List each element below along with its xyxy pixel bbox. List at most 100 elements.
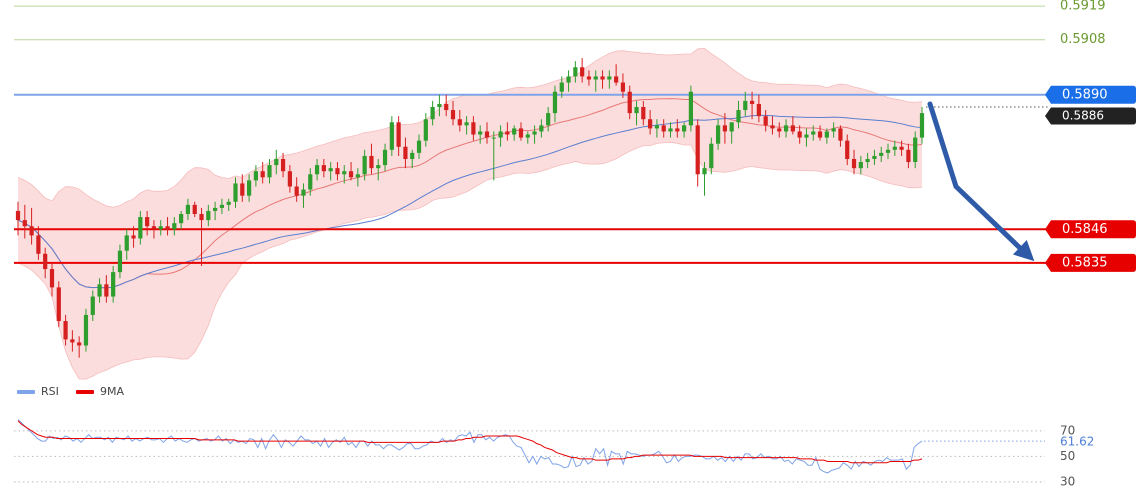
candle-body-8 xyxy=(70,339,75,343)
candle-body-69 xyxy=(484,131,490,138)
candle-body-43 xyxy=(308,174,313,190)
candle-body-87 xyxy=(607,76,612,80)
candle-body-88 xyxy=(614,76,619,83)
candle-body-100 xyxy=(695,125,700,175)
level-tag-resistance-shape xyxy=(1045,85,1136,104)
candle-body-102 xyxy=(709,143,714,169)
candle-body-71 xyxy=(498,131,503,138)
candle-body-126 xyxy=(872,155,877,159)
candle-body-125 xyxy=(865,158,870,163)
rsi-legend: RSI 9MA xyxy=(17,385,124,398)
current-price-tag-shape xyxy=(1045,107,1136,125)
candle-body-4 xyxy=(43,253,48,270)
candle-body-99 xyxy=(688,91,694,126)
candle-body-41 xyxy=(294,186,299,196)
candle-body-114 xyxy=(790,125,795,132)
candle-body-117 xyxy=(811,131,816,135)
candle-body-80 xyxy=(559,82,564,92)
candle-body-105 xyxy=(729,122,734,132)
level-tag-support-1-text: 0.5846 xyxy=(1062,222,1108,237)
candle-body-70 xyxy=(491,137,496,139)
candle-body-34 xyxy=(246,180,252,196)
candle-body-62 xyxy=(437,103,442,108)
candle-body-66 xyxy=(464,122,469,126)
forecast-arrow-line xyxy=(927,101,1025,253)
candle-body-26 xyxy=(192,204,197,215)
candle-body-57 xyxy=(403,146,408,159)
candle-body-32 xyxy=(233,183,238,202)
rsi-panel: RSI 9MA 70 50 30 61.62 xyxy=(14,385,1094,488)
current-price-tag: 0.5886 xyxy=(1045,107,1136,125)
candle-body-72 xyxy=(505,131,510,135)
moving-average-slow xyxy=(17,114,923,289)
candle-body-56 xyxy=(396,122,401,147)
candle-body-128 xyxy=(885,149,891,153)
candle-body-40 xyxy=(287,171,292,187)
candle-body-91 xyxy=(634,107,639,114)
rsi-tick-label-30: 30 xyxy=(1060,474,1075,488)
candle-body-21 xyxy=(158,226,163,230)
candle-body-133 xyxy=(919,113,925,138)
candle-body-61 xyxy=(430,107,435,120)
candle-body-122 xyxy=(845,140,850,159)
current-price-tag-text: 0.5886 xyxy=(1062,109,1104,123)
candle-body-60 xyxy=(423,119,428,141)
legend-label-rsi: RSI xyxy=(41,385,59,398)
candle-body-131 xyxy=(906,149,911,163)
bollinger-lower-edge xyxy=(17,141,923,380)
candle-body-51 xyxy=(362,155,367,175)
candle-body-79 xyxy=(552,91,558,114)
candle-body-107 xyxy=(743,100,748,111)
candle-body-63 xyxy=(444,103,449,111)
candle-body-103 xyxy=(715,125,721,144)
candle-body-13 xyxy=(104,284,109,297)
candle-body-47 xyxy=(335,168,340,175)
candle-body-118 xyxy=(817,131,823,138)
candle-body-85 xyxy=(593,76,598,80)
candle-body-68 xyxy=(478,131,483,135)
candle-body-109 xyxy=(756,103,761,117)
candle-body-18 xyxy=(138,217,143,239)
candle-body-112 xyxy=(777,128,782,132)
candle-body-28 xyxy=(206,210,211,221)
candle-body-9 xyxy=(77,342,82,346)
candle-body-10 xyxy=(83,314,89,346)
candle-body-14 xyxy=(111,272,116,297)
candle-body-95 xyxy=(661,125,666,132)
level-tag-support-2-shape xyxy=(1045,253,1136,272)
candle-body-5 xyxy=(49,269,55,288)
legend-label-9ma: 9MA xyxy=(100,385,124,398)
candle-body-46 xyxy=(328,168,333,172)
candle-body-96 xyxy=(668,128,673,132)
candle-body-54 xyxy=(382,149,388,166)
candle-body-36 xyxy=(260,171,265,178)
level-tag-support-2-text: 0.5835 xyxy=(1062,255,1108,270)
candle-body-31 xyxy=(226,201,231,205)
candle-body-132 xyxy=(913,137,918,163)
candle-body-42 xyxy=(301,189,306,196)
candle-body-119 xyxy=(824,131,829,138)
candle-body-20 xyxy=(151,226,157,230)
candle-body-38 xyxy=(274,158,279,166)
candle-body-111 xyxy=(770,125,775,129)
candle-body-15 xyxy=(117,250,123,273)
candle-body-65 xyxy=(457,119,462,126)
price-panel: 0.5919 0.5908 0.5886 0.5890 0.5846 0.583… xyxy=(14,0,1136,380)
candle-body-116 xyxy=(804,134,809,138)
candle-body-98 xyxy=(681,125,687,132)
candle-body-11 xyxy=(90,296,95,315)
candle-body-89 xyxy=(620,82,626,92)
candle-body-39 xyxy=(280,158,286,172)
candle-body-35 xyxy=(253,171,259,181)
rsi-current-value: 61.62 xyxy=(1060,435,1094,449)
candle-body-124 xyxy=(858,162,863,169)
candle-body-48 xyxy=(342,171,347,175)
candle-body-120 xyxy=(831,128,836,132)
candle-body-94 xyxy=(654,125,660,129)
candle-body-53 xyxy=(376,165,381,169)
price-tick-label-1: 0.5908 xyxy=(1060,32,1106,47)
candle-body-106 xyxy=(736,110,741,123)
candle-body-86 xyxy=(600,76,605,80)
rsi-tick-label-70: 70 xyxy=(1060,423,1075,437)
forecast-arrow-head xyxy=(1012,240,1035,262)
